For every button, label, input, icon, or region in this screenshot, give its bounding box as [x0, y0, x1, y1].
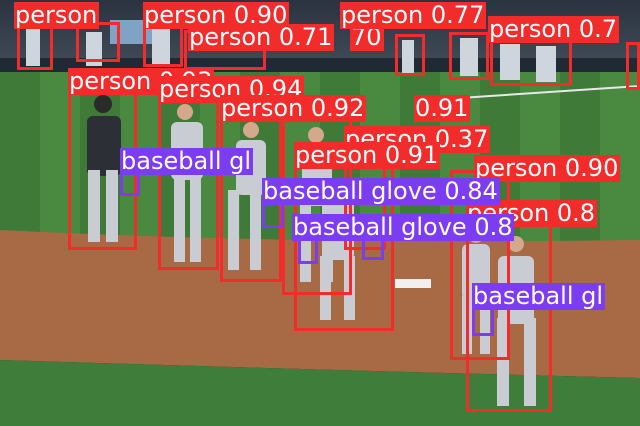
- detection-label: baseball gl: [472, 282, 606, 310]
- person-box-7: [490, 38, 572, 86]
- person-box-9: [158, 98, 219, 270]
- base: [395, 279, 431, 288]
- detection-label: person: [14, 1, 100, 29]
- bench-players: [26, 24, 556, 82]
- detection-label: person 0.90: [474, 154, 621, 182]
- detection-label: person 0.91: [294, 141, 441, 169]
- detection-label: person 0.71: [188, 23, 335, 51]
- detection-label: person 0.92: [220, 94, 367, 122]
- detection-label: person 0.7: [488, 15, 620, 43]
- person-box-5: [395, 34, 425, 76]
- detection-label: baseball glove 0.84: [262, 177, 500, 205]
- detection-label: baseball gl: [120, 147, 254, 175]
- detection-label: person 0.77: [340, 1, 487, 29]
- person-box-8: [626, 42, 640, 90]
- person-box-1: [17, 22, 53, 70]
- person-box-6: [449, 32, 489, 80]
- glove-box-5: [472, 306, 494, 336]
- detection-label: baseball glove 0.8: [292, 213, 515, 241]
- player-catcher: [87, 95, 121, 242]
- detection-label: 0.91: [414, 94, 471, 122]
